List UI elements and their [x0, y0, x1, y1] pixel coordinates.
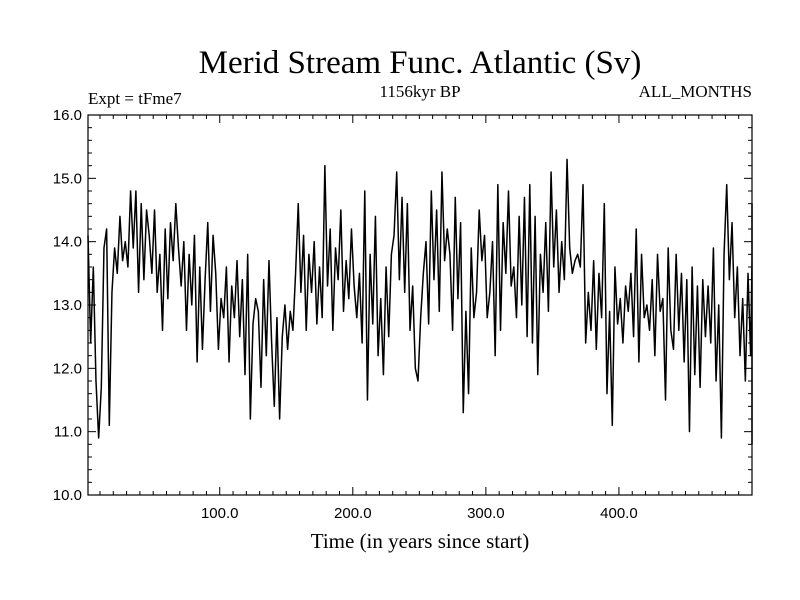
y-tick-label: 10.0 — [53, 487, 82, 504]
series-line-0 — [87, 158, 753, 446]
y-tick-label: 12.0 — [53, 360, 82, 377]
plot-frame — [87, 114, 753, 496]
y-tick-label: 11.0 — [54, 424, 82, 441]
y-tick-label: 16.0 — [53, 107, 82, 124]
months-label: ALL_MONTHS — [639, 82, 752, 101]
x-tick-label: 200.0 — [334, 505, 372, 522]
y-tick-label: 15.0 — [53, 170, 82, 187]
y-tick-label: 14.0 — [53, 234, 82, 251]
x-tick-label: 400.0 — [600, 505, 638, 522]
x-axis-label: Time (in years since start) — [311, 529, 530, 553]
x-tick-label: 100.0 — [201, 505, 239, 522]
experiment-label: Expt = tFme7 — [88, 89, 182, 108]
chart-subtitle: 1156kyr BP — [379, 82, 460, 101]
y-tick-label: 13.0 — [53, 297, 82, 314]
chart-title: Merid Stream Func. Atlantic (Sv) — [199, 45, 642, 81]
x-tick-label: 300.0 — [467, 505, 505, 522]
